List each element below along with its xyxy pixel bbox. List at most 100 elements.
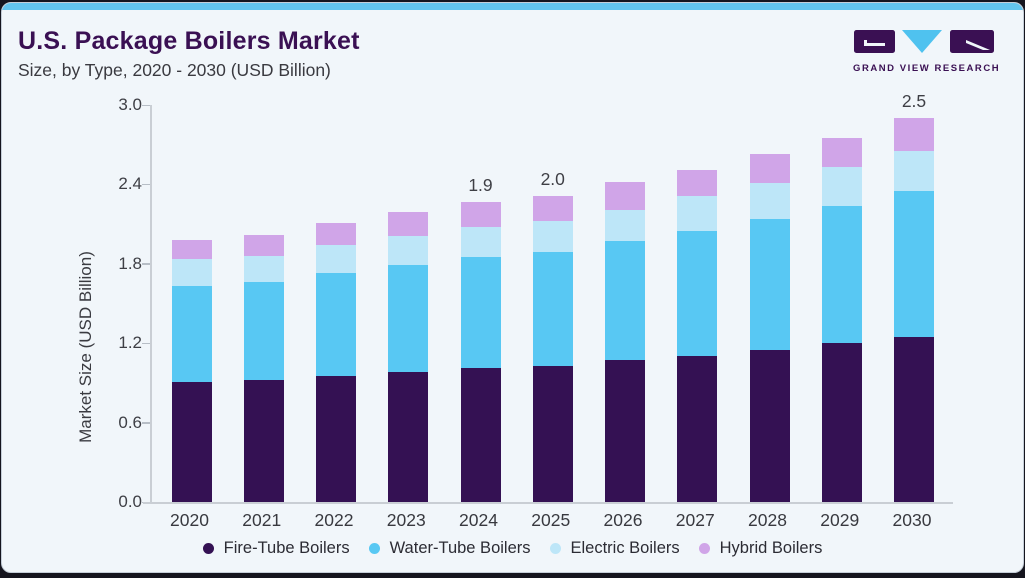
bar-segment [171,286,212,382]
y-tick-label: 0.0 [118,492,142,511]
bar-total-label: 2.0 [540,169,565,190]
bar-segment [460,257,501,369]
bar-segment [677,169,718,197]
legend-label: Water-Tube Boilers [389,539,531,557]
bar-2029 [821,138,862,502]
bar-segment [894,336,934,502]
x-tick-label: 2025 [531,510,571,530]
legend-label: Hybrid Boilers [719,539,823,557]
y-tick-mark [142,263,150,265]
x-tick-label: 2030 [892,510,932,530]
bar-segment [677,230,718,357]
page-subtitle: Size, by Type, 2020 - 2030 (USD Billion) [18,60,331,80]
legend-dot-icon [202,543,214,554]
bar-segment [894,191,934,337]
bar-2020 [171,240,212,502]
bar-2024 [460,201,501,502]
bar-segment [388,265,429,373]
bar-segment [532,365,573,502]
legend-dot-icon [698,543,710,554]
top-accent-strip [2,3,1023,10]
x-tick-label: 2029 [820,510,860,530]
chart-legend: Fire-Tube Boilers Water-Tube Boilers Elect… [2,539,1023,558]
plot-area: 0.0 0.6 1.2 1.8 2.4 3.0 1.9 2.0 2.5 [118,91,955,511]
gvr-logo-icon [854,30,994,53]
bar-segment [749,218,790,350]
legend-label: Fire-Tube Boilers [223,539,350,557]
y-tick-label: 1.2 [118,333,142,353]
bar-segment [388,372,429,502]
y-tick-mark [142,342,150,345]
x-tick-label: 2023 [386,510,426,530]
bar-2028 [749,154,790,502]
x-tick-label: 2024 [459,510,498,530]
legend-item: Fire-Tube Boilers [202,539,350,558]
bar-segment [316,273,356,377]
bar-2026 [605,181,645,502]
page-title: U.S. Package Boilers Market [18,27,360,55]
x-tick-label: 2026 [603,510,643,530]
bar-segment [171,381,212,502]
y-tick-label: 0.6 [118,412,142,432]
legend-dot-icon [368,543,380,554]
bar-2022 [316,222,356,502]
bar-segment [821,138,862,168]
x-axis-labels: 2020 2021 2022 2023 2024 2025 2026 2027 2028 2029… [150,510,953,532]
bar-segment [605,241,645,361]
bar-total-label: 1.9 [468,174,493,195]
bar-segment [532,251,573,366]
bar-segment [171,240,212,259]
bar-segment [316,376,356,502]
bar-segment [894,151,934,192]
bar-segment [605,209,645,242]
bar-segment [243,255,284,283]
bar-segment [532,196,573,222]
bar-segment [388,236,429,266]
legend-dot-icon [549,543,561,554]
bar-segment [605,360,645,502]
y-tick-mark [142,422,150,424]
x-axis-line [143,502,953,504]
y-tick-label: 3.0 [118,95,142,114]
bar-2030 [894,118,934,502]
bar-segment [749,349,790,502]
bar-total-label: 2.5 [901,91,927,112]
bar-segment [677,196,718,231]
y-tick-label: 1.8 [118,253,142,273]
bar-2021 [243,234,284,502]
bar-segment [749,183,790,219]
bar-segment [316,222,356,246]
legend-item: Water-Tube Boilers [368,539,531,558]
bar-segment [388,212,429,237]
bar-segment [821,343,862,502]
bar-2027 [677,169,718,502]
bar-segment [532,221,573,252]
y-tick-label: 2.4 [118,174,142,194]
legend-item: Hybrid Boilers [698,539,823,558]
bar-segment [243,380,284,502]
y-tick-mark [142,104,150,106]
x-tick-label: 2028 [748,510,787,530]
x-tick-label: 2027 [675,510,715,530]
bar-segment [460,368,501,502]
bar-segment [894,118,934,152]
bar-segment [460,226,501,258]
bar-segment [749,154,790,184]
bar-segment [316,245,356,274]
x-tick-label: 2022 [314,510,354,530]
x-tick-label: 2021 [242,510,282,530]
bar-2025 [532,196,573,502]
bar-segment [605,181,645,210]
bar-segment [821,167,862,206]
legend-item: Electric Boilers [549,539,680,558]
bar-segment [171,258,212,287]
bar-segment [821,205,862,344]
bar-segment [460,201,501,227]
bar-2023 [388,212,429,502]
grand-view-research-logo: GRAND VIEW RESEARCH [853,29,999,74]
y-tick-mark [142,183,150,186]
bar-segment [243,234,284,256]
bar-segment [677,356,718,502]
legend-label: Electric Boilers [570,539,680,557]
